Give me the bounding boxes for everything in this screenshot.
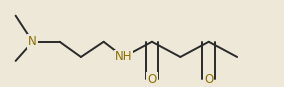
Text: O: O — [147, 73, 156, 86]
Text: N: N — [28, 35, 37, 48]
Text: O: O — [204, 73, 213, 86]
Text: NH: NH — [115, 50, 132, 64]
